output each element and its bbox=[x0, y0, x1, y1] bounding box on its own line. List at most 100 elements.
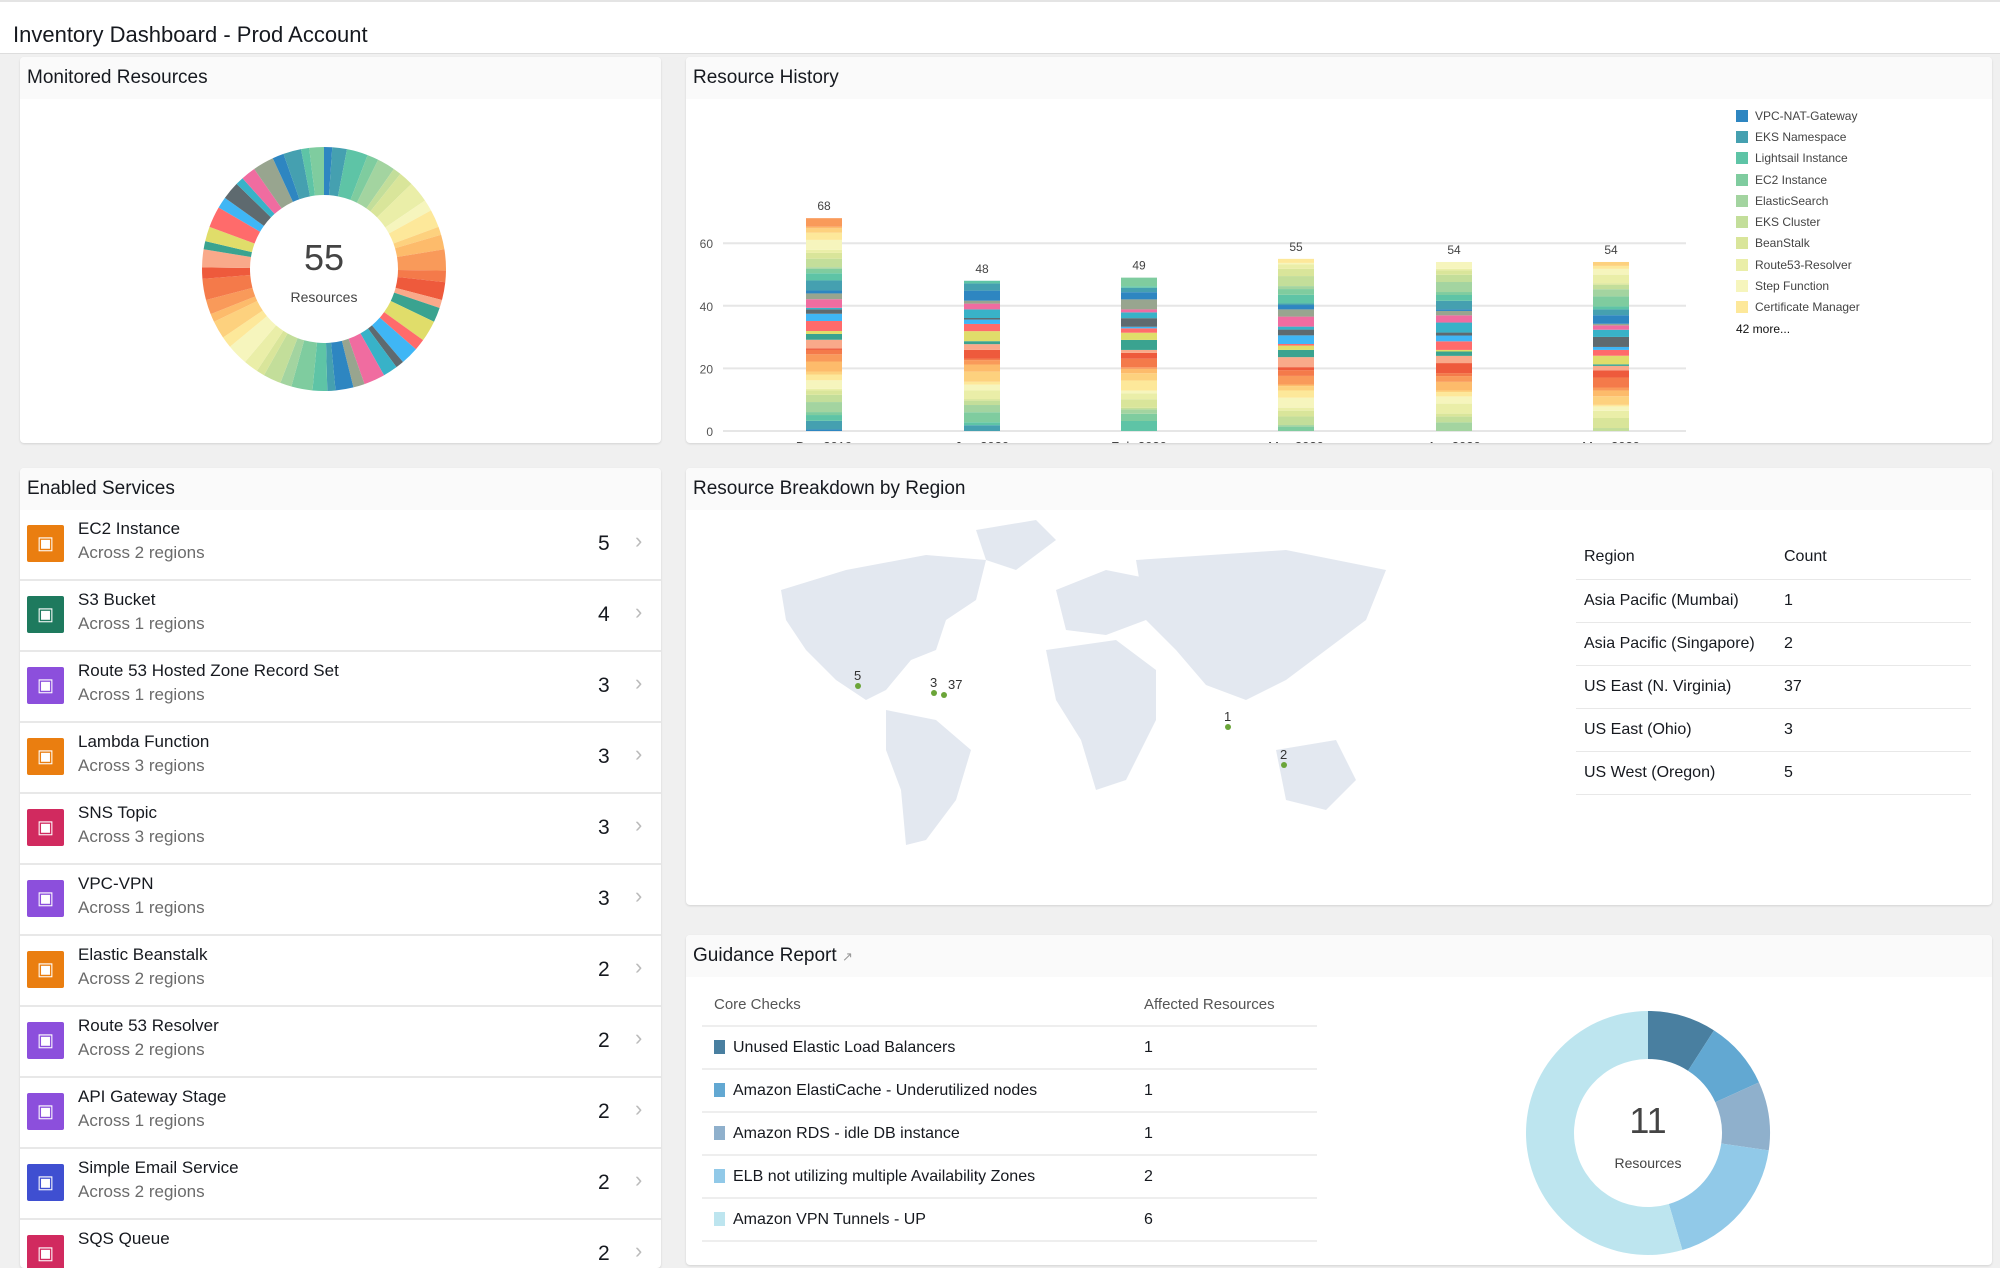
bar-segment[interactable] bbox=[1278, 410, 1314, 417]
bar-segment[interactable] bbox=[964, 303, 1000, 310]
bar-segment[interactable] bbox=[1278, 416, 1314, 426]
donut-slice[interactable] bbox=[312, 342, 328, 391]
donut-slice[interactable] bbox=[395, 277, 446, 301]
bar-segment[interactable] bbox=[1436, 309, 1472, 311]
bar-segment[interactable] bbox=[1593, 387, 1629, 391]
bar-segment[interactable] bbox=[964, 412, 1000, 423]
donut-slice[interactable] bbox=[360, 328, 397, 376]
region-row[interactable]: Asia Pacific (Singapore) 2 bbox=[1576, 622, 1971, 666]
bar-segment[interactable] bbox=[1593, 364, 1629, 366]
donut-slice[interactable] bbox=[256, 330, 288, 376]
bar-segment[interactable] bbox=[1436, 373, 1472, 377]
bar-segment[interactable] bbox=[964, 290, 1000, 301]
bar-segment[interactable] bbox=[1593, 406, 1629, 411]
donut-slice[interactable] bbox=[390, 292, 440, 322]
bar-segment[interactable] bbox=[806, 320, 842, 331]
bar-segment[interactable] bbox=[1121, 420, 1157, 431]
bar-segment[interactable] bbox=[1436, 332, 1472, 336]
donut-slice[interactable] bbox=[397, 270, 446, 283]
bar-segment[interactable] bbox=[964, 331, 1000, 342]
bar-segment[interactable] bbox=[1278, 264, 1314, 269]
donut-slice[interactable] bbox=[379, 312, 424, 350]
service-row[interactable]: ▣ Elastic Beanstalk Across 2 regions 2 › bbox=[20, 936, 661, 1007]
bar-segment[interactable] bbox=[1121, 413, 1157, 421]
bar-segment[interactable] bbox=[964, 309, 1000, 319]
donut-slice[interactable] bbox=[341, 338, 365, 388]
donut-slice[interactable] bbox=[366, 168, 401, 212]
bar-segment[interactable] bbox=[1436, 282, 1472, 293]
bar-segment[interactable] bbox=[1278, 343, 1314, 346]
bar-segment[interactable] bbox=[806, 420, 842, 430]
bar-segment[interactable] bbox=[1593, 323, 1629, 326]
bar-segment[interactable] bbox=[1278, 289, 1314, 295]
bar-segment[interactable] bbox=[806, 249, 842, 253]
donut-slice[interactable] bbox=[367, 325, 403, 368]
bar-segment[interactable] bbox=[1593, 355, 1629, 365]
service-row[interactable]: ▣ SNS Topic Across 3 regions 3 › bbox=[20, 794, 661, 865]
bar-segment[interactable] bbox=[806, 333, 842, 340]
donut-slice[interactable] bbox=[283, 149, 311, 200]
bar-segment[interactable] bbox=[1121, 286, 1157, 288]
donut-slice[interactable] bbox=[280, 338, 305, 387]
bar-segment[interactable] bbox=[806, 361, 842, 372]
bar-segment[interactable] bbox=[1121, 299, 1157, 310]
region-row[interactable]: US East (N. Virginia) 37 bbox=[1576, 665, 1971, 709]
bar-segment[interactable] bbox=[1436, 416, 1472, 423]
donut-slice[interactable] bbox=[326, 342, 336, 391]
bar-segment[interactable] bbox=[1593, 315, 1629, 324]
donut-slice[interactable] bbox=[223, 310, 267, 347]
bar-segment[interactable] bbox=[1593, 283, 1629, 285]
bar-segment[interactable] bbox=[806, 380, 842, 389]
bar-segment[interactable] bbox=[1278, 309, 1314, 317]
donut-slice[interactable] bbox=[393, 226, 442, 249]
bar-segment[interactable] bbox=[806, 290, 842, 294]
bar-segment[interactable] bbox=[964, 344, 1000, 350]
donut-slice[interactable] bbox=[356, 159, 394, 209]
bar-segment[interactable] bbox=[964, 318, 1000, 320]
donut-slice[interactable] bbox=[1525, 1011, 1683, 1255]
donut-slice[interactable] bbox=[202, 275, 253, 301]
service-row[interactable]: ▣ Lambda Function Across 3 regions 3 › bbox=[20, 723, 661, 794]
bar-segment[interactable] bbox=[1121, 292, 1157, 300]
service-row[interactable]: ▣ SQS Queue 2 › bbox=[20, 1220, 661, 1268]
bar-segment[interactable] bbox=[1121, 312, 1157, 319]
donut-slice[interactable] bbox=[1668, 1143, 1769, 1251]
bar-segment[interactable] bbox=[806, 258, 842, 268]
bar-segment[interactable] bbox=[1278, 370, 1314, 376]
donut-slice[interactable] bbox=[245, 325, 284, 371]
bar-segment[interactable] bbox=[1436, 381, 1472, 391]
bar-segment[interactable] bbox=[1593, 306, 1629, 310]
bar-segment[interactable] bbox=[806, 273, 842, 281]
donut-slice[interactable] bbox=[370, 173, 412, 218]
bar-segment[interactable] bbox=[806, 239, 842, 250]
bar-segment[interactable] bbox=[1278, 426, 1314, 431]
bar-segment[interactable] bbox=[1278, 390, 1314, 398]
donut-slice[interactable] bbox=[1688, 1030, 1759, 1103]
bar-segment[interactable] bbox=[806, 354, 842, 362]
legend-item[interactable]: Step Function bbox=[1736, 275, 1860, 296]
donut-slice[interactable] bbox=[213, 300, 263, 338]
bar-segment[interactable] bbox=[1436, 363, 1472, 374]
bar-segment[interactable] bbox=[806, 348, 842, 350]
donut-slice[interactable] bbox=[394, 287, 442, 308]
bar-segment[interactable] bbox=[964, 371, 1000, 382]
bar-segment[interactable] bbox=[1278, 367, 1314, 371]
bar-segment[interactable] bbox=[1593, 370, 1629, 378]
bar-segment[interactable] bbox=[806, 232, 842, 240]
map-marker[interactable] bbox=[855, 683, 861, 689]
service-row[interactable]: ▣ VPC-VPN Across 1 regions 3 › bbox=[20, 865, 661, 936]
bar-segment[interactable] bbox=[964, 319, 1000, 324]
bar-segment[interactable] bbox=[964, 360, 1000, 365]
bar-segment[interactable] bbox=[964, 300, 1000, 304]
guidance-row[interactable]: Amazon VPN Tunnels - UP 6 bbox=[702, 1198, 1317, 1242]
bar-segment[interactable] bbox=[1121, 332, 1157, 340]
bar-segment[interactable] bbox=[806, 268, 842, 274]
bar-segment[interactable] bbox=[1121, 407, 1157, 410]
bar-segment[interactable] bbox=[1436, 413, 1472, 417]
bar-segment[interactable] bbox=[1436, 292, 1472, 296]
donut-slice[interactable] bbox=[202, 267, 251, 279]
bar-segment[interactable] bbox=[964, 283, 1000, 291]
chevron-right-icon[interactable]: › bbox=[635, 1096, 643, 1121]
bar-segment[interactable] bbox=[1436, 322, 1472, 333]
bar-segment[interactable] bbox=[1593, 274, 1629, 284]
